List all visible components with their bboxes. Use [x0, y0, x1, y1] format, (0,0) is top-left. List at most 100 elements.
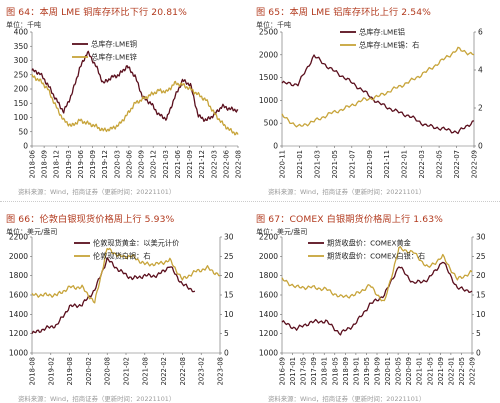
chart-plot: 1000 1200 1400 1600 1800 2000 2200 0 5 10 15 20 25 30…: [9, 233, 234, 386]
y2-tick-label: 25: [476, 252, 486, 261]
y2-tick-label: 0: [478, 142, 483, 151]
chart-panel-lme-aluminum-tin: 图 65：本周 LME 铝库存环比上行 2.54% 单位：千吨 0 500 1000…: [252, 0, 498, 196]
x-tick-label: 2018-05: [331, 357, 339, 385]
x-tick-label: 2020-09: [138, 150, 146, 178]
x-tick-label: 2020-01: [384, 357, 392, 385]
y-tick-label: 1000: [259, 96, 278, 105]
chart-panel-comex-silver: 图 67：COMEX 白银期货价格周上行 1.63% 单位：美元/盎司 1000…: [252, 207, 498, 403]
x-tick-label: 2020-09: [405, 357, 413, 385]
chart-plot: 1000 1200 1400 1600 1800 2000 2200 0 5 10 15 20 25 30…: [259, 233, 486, 386]
y2-tick-label: 5: [476, 329, 481, 338]
y-tick-label: 2500: [259, 28, 278, 37]
x-tick-label: 2019-08: [66, 357, 74, 385]
chart-source: 资料来源：Wind，招商证券（更新时间：20221101）: [268, 188, 426, 196]
legend-label: 期货收盘价：COMEX黄金: [327, 239, 411, 248]
x-tick-label: 2021-07: [348, 150, 356, 178]
chart-title: 图 66：伦敦白银现货价格周上行 5.93%: [6, 214, 175, 225]
legend-label: 总库存:LME铝: [359, 28, 405, 37]
y-tick-label: 1400: [9, 310, 28, 319]
y-tick-label: 2000: [9, 252, 28, 261]
y-tick-label: 2200: [9, 233, 28, 242]
series-line-0: [281, 261, 473, 336]
x-tick-label: 2021-01: [296, 150, 304, 178]
y2-tick-label: 0: [476, 349, 481, 358]
x-tick-label: 2021-06: [174, 150, 182, 178]
y2-tick-label: 2: [478, 104, 483, 113]
x-tick-label: 2022-02: [160, 357, 168, 385]
y-tick-label: 2000: [259, 50, 278, 59]
chart-unit: 单位：美元/盎司: [6, 228, 58, 236]
series-line-0: [281, 54, 475, 135]
chart-source: 资料来源：Wind，招商证券（更新时间：20221101）: [18, 188, 176, 196]
x-tick-label: 2018-06: [29, 150, 37, 178]
legend-label: 总库存:LME锌: [91, 53, 137, 62]
y-tick-label: 1800: [259, 271, 278, 280]
x-tick-label: 2019-12: [101, 150, 109, 178]
y-tick-label: 1200: [9, 329, 28, 338]
x-tick-label: 2021-05: [426, 357, 434, 385]
chart-source: 资料来源：Wind，招商证券（更新时间：20221101）: [268, 395, 426, 403]
x-tick-label: 2019-05: [363, 357, 371, 385]
legend-label: 期货收盘价：COMEX白银：右: [327, 252, 425, 261]
x-tick-label: 2022-07: [453, 150, 461, 178]
x-tick-label: 2018-08: [29, 357, 37, 385]
legend-label: 总库存:LME锡：右: [359, 41, 419, 50]
series-line-1: [31, 74, 239, 136]
series-line-1: [31, 247, 221, 304]
legend-label: 伦敦现货黄金：以美元计价: [93, 239, 179, 248]
x-tick-label: 2021-12: [198, 150, 206, 178]
x-tick-label: 2022-09: [471, 150, 479, 178]
legend-label: 总库存:LME铜: [91, 40, 137, 49]
x-tick-label: 2021-09: [186, 150, 194, 178]
x-tick-label: 2021-09: [437, 357, 445, 385]
x-tick-label: 2022-08: [179, 357, 187, 385]
y2-tick-label: 25: [224, 252, 234, 261]
x-tick-label: 2018-09: [41, 150, 49, 178]
y2-tick-label: 15: [224, 291, 234, 300]
x-tick-label: 2022-05: [458, 357, 466, 385]
y-tick-label: 250: [14, 70, 29, 79]
x-tick-label: 2021-03: [313, 150, 321, 178]
x-tick-label: 2016-09: [279, 357, 287, 385]
y-tick-label: 0: [23, 142, 28, 151]
series-line-0: [31, 257, 196, 335]
x-tick-label: 2019-09: [89, 150, 97, 178]
y-tick-label: 1000: [259, 349, 278, 358]
y-tick-label: 1600: [9, 291, 28, 300]
x-tick-label: 2022-03: [210, 150, 218, 178]
chart-plot: 0 500 1000 1500 2000 2500 0 2 4 6 2020-11 2021-01 20…: [259, 28, 483, 179]
x-tick-label: 2020-12: [150, 150, 158, 178]
x-tick-label: 2020-06: [125, 150, 133, 178]
y2-tick-label: 30: [476, 233, 486, 242]
chart-unit: 单位：千吨: [6, 21, 41, 29]
y-tick-label: 400: [14, 28, 29, 37]
x-tick-label: 2020-05: [395, 357, 403, 385]
chart-unit: 单位：千吨: [256, 21, 291, 29]
y-tick-label: 150: [14, 99, 29, 108]
y-tick-label: 500: [264, 119, 279, 128]
y2-tick-label: 20: [224, 271, 234, 280]
chart-panel-lme-copper-zinc: 图 64：本周 LME 铜库存环比下行 20.81% 单位：千吨 0 50 100 1…: [2, 0, 248, 196]
y2-tick-label: 6: [478, 28, 483, 37]
x-tick-label: 2017-05: [300, 357, 308, 385]
x-tick-label: 2020-02: [85, 357, 93, 385]
x-tick-label: 2019-06: [77, 150, 85, 178]
x-tick-label: 2021-05: [331, 150, 339, 178]
y-tick-label: 1000: [9, 349, 28, 358]
y2-tick-label: 4: [478, 66, 483, 75]
chart-title: 图 67：COMEX 白银期货价格周上行 1.63%: [256, 214, 443, 225]
chart-plot: 0 50 100 150 200 250 300 350 400 2018-06 2018-09 20…: [14, 28, 243, 179]
y-tick-label: 300: [14, 56, 29, 65]
y-tick-label: 2000: [259, 252, 278, 261]
x-tick-label: 2018-12: [53, 150, 61, 178]
y-tick-label: 350: [14, 42, 29, 51]
x-tick-label: 2019-02: [47, 357, 55, 385]
x-tick-label: 2021-01: [416, 357, 424, 385]
x-tick-label: 2022-03: [418, 150, 426, 178]
x-tick-label: 2022-01: [447, 357, 455, 385]
x-tick-label: 2022-06: [222, 150, 230, 178]
chart-title: 图 64：本周 LME 铜库存环比下行 20.81%: [6, 7, 187, 18]
y2-tick-label: 10: [224, 310, 234, 319]
y-tick-label: 50: [18, 127, 28, 136]
series-line-1: [281, 246, 473, 302]
